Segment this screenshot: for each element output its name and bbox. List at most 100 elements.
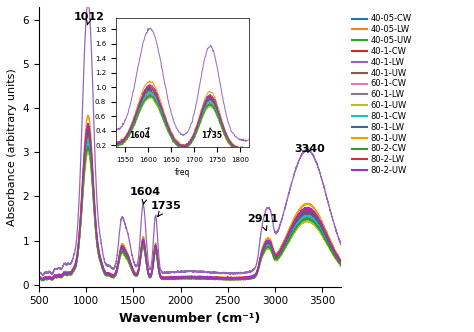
80-1-LW bbox=[338, 261, 344, 265]
Line: 40-1-UW: 40-1-UW bbox=[39, 135, 341, 281]
80-1-UW bbox=[335, 253, 341, 257]
40-1-CW bbox=[98, 259, 104, 263]
80-1-LW bbox=[98, 259, 104, 263]
80-1-CW bbox=[40, 279, 46, 283]
40-1-UW bbox=[228, 277, 234, 281]
60-1-CW bbox=[335, 258, 341, 262]
40-05-CW bbox=[338, 263, 344, 267]
80-2-CW bbox=[40, 278, 46, 282]
40-1-UW bbox=[36, 276, 42, 280]
Line: 40-05-CW: 40-05-CW bbox=[39, 144, 341, 281]
80-2-UW bbox=[335, 256, 341, 260]
40-1-UW bbox=[338, 261, 344, 265]
40-1-LW bbox=[40, 273, 46, 277]
60-1-UW bbox=[39, 279, 45, 283]
40-1-UW bbox=[274, 254, 280, 258]
80-1-LW bbox=[255, 268, 261, 272]
60-1-LW bbox=[40, 279, 46, 283]
Line: 60-1-CW: 60-1-CW bbox=[39, 143, 341, 280]
60-1-LW bbox=[36, 277, 42, 281]
80-2-CW bbox=[292, 227, 298, 231]
Line: 60-1-UW: 60-1-UW bbox=[39, 152, 341, 281]
40-05-CW bbox=[39, 279, 45, 283]
80-1-UW bbox=[228, 276, 234, 280]
80-2-CW bbox=[338, 263, 344, 267]
60-1-UW bbox=[338, 264, 344, 268]
80-1-LW bbox=[85, 130, 91, 134]
80-2-LW bbox=[36, 276, 42, 280]
Line: 40-1-CW: 40-1-CW bbox=[39, 129, 341, 280]
40-1-LW bbox=[292, 169, 298, 173]
60-1-UW bbox=[36, 278, 42, 282]
40-05-UW bbox=[36, 277, 42, 281]
80-1-CW bbox=[338, 262, 344, 266]
40-1-UW bbox=[98, 259, 104, 263]
80-2-LW bbox=[274, 253, 280, 257]
40-05-LW bbox=[338, 262, 344, 266]
80-2-UW bbox=[36, 275, 42, 279]
40-1-CW bbox=[274, 254, 280, 258]
40-1-UW bbox=[335, 257, 341, 261]
80-2-UW bbox=[292, 218, 298, 222]
40-05-CW bbox=[98, 261, 104, 265]
60-1-CW bbox=[274, 256, 280, 260]
80-2-CW bbox=[36, 277, 42, 281]
60-1-LW bbox=[292, 226, 298, 230]
60-1-UW bbox=[335, 261, 341, 265]
80-2-UW bbox=[85, 122, 91, 125]
80-2-LW bbox=[85, 124, 91, 128]
40-1-LW bbox=[98, 239, 104, 243]
80-1-LW bbox=[292, 221, 298, 225]
Line: 80-2-CW: 80-2-CW bbox=[39, 146, 341, 280]
40-05-CW bbox=[335, 259, 341, 263]
40-1-UW bbox=[85, 133, 91, 137]
60-1-LW bbox=[274, 256, 280, 260]
80-2-CW bbox=[98, 262, 104, 266]
40-05-CW bbox=[85, 142, 91, 146]
80-1-CW bbox=[335, 258, 341, 262]
Y-axis label: Absorbance (arbitrary units): Absorbance (arbitrary units) bbox=[7, 68, 17, 226]
80-2-CW bbox=[85, 144, 91, 148]
Line: 60-1-LW: 60-1-LW bbox=[39, 146, 341, 281]
40-1-CW bbox=[292, 220, 298, 224]
60-1-CW bbox=[98, 261, 104, 265]
40-1-CW bbox=[85, 127, 91, 131]
40-05-UW bbox=[85, 147, 91, 151]
Line: 40-05-UW: 40-05-UW bbox=[39, 149, 341, 281]
Line: 80-1-CW: 80-1-CW bbox=[39, 140, 341, 281]
Text: 1604: 1604 bbox=[130, 187, 161, 204]
60-1-UW bbox=[292, 230, 298, 234]
Text: 3340: 3340 bbox=[294, 144, 325, 154]
60-1-UW bbox=[85, 150, 91, 154]
Line: 80-2-LW: 80-2-LW bbox=[39, 126, 341, 280]
80-1-UW bbox=[292, 214, 298, 218]
40-05-UW bbox=[274, 258, 280, 262]
60-1-LW bbox=[338, 263, 344, 267]
40-05-LW bbox=[292, 223, 298, 227]
40-1-LW bbox=[274, 230, 280, 234]
80-2-CW bbox=[228, 277, 234, 281]
80-2-UW bbox=[98, 258, 104, 262]
40-1-CW bbox=[228, 276, 234, 280]
80-2-UW bbox=[274, 253, 280, 257]
60-1-UW bbox=[274, 258, 280, 262]
40-1-CW bbox=[255, 268, 261, 272]
60-1-CW bbox=[40, 278, 46, 282]
60-1-LW bbox=[335, 260, 341, 264]
80-2-UW bbox=[40, 278, 46, 282]
80-1-UW bbox=[39, 277, 45, 281]
40-05-UW bbox=[255, 270, 261, 274]
40-05-LW bbox=[40, 278, 46, 282]
40-05-LW bbox=[274, 255, 280, 259]
Line: 80-1-UW: 80-1-UW bbox=[39, 115, 341, 279]
40-05-CW bbox=[255, 269, 261, 273]
40-05-CW bbox=[228, 277, 234, 281]
80-1-UW bbox=[338, 259, 344, 263]
80-2-CW bbox=[274, 257, 280, 261]
80-2-LW bbox=[255, 268, 261, 272]
40-05-UW bbox=[98, 262, 104, 266]
40-1-LW bbox=[228, 271, 234, 275]
Line: 80-2-UW: 80-2-UW bbox=[39, 124, 341, 280]
40-05-LW bbox=[228, 277, 234, 281]
80-2-LW bbox=[98, 258, 104, 262]
